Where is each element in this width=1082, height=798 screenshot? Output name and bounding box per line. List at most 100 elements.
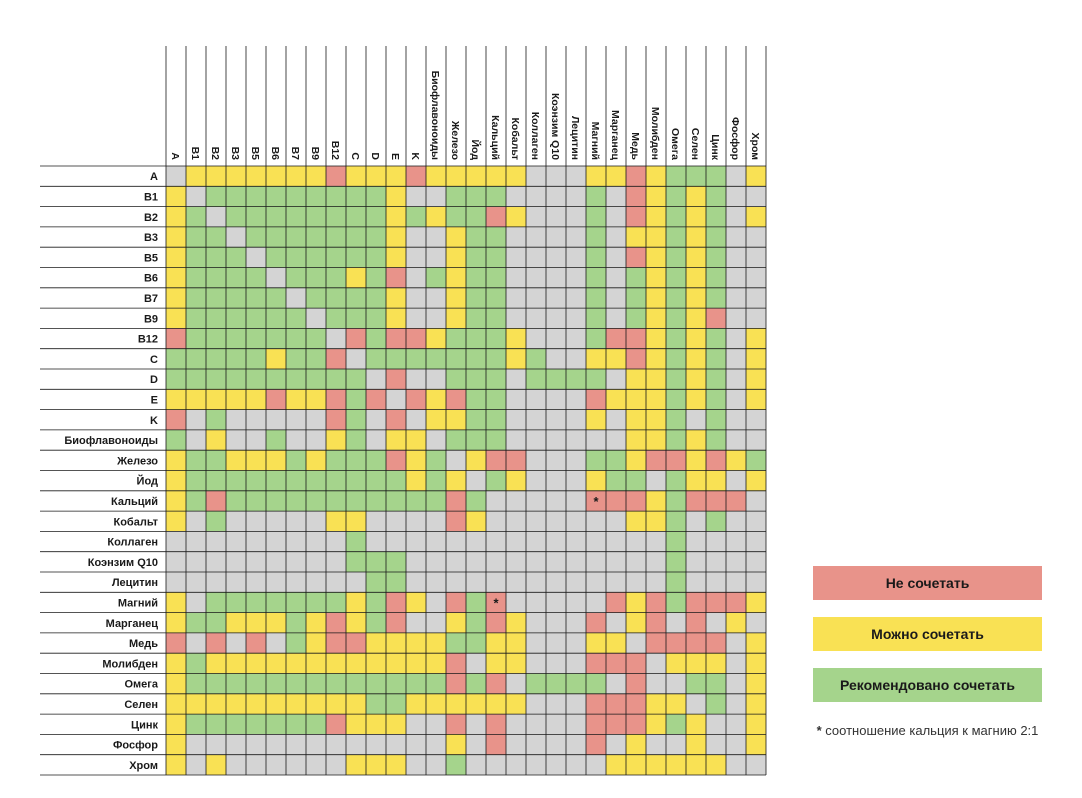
cell-6-28	[726, 287, 746, 309]
cell-10-12	[406, 369, 426, 390]
cell-22-26	[686, 612, 706, 633]
cell-10-3	[226, 369, 246, 390]
cell-3-15	[466, 226, 486, 248]
cell-10-4	[246, 369, 266, 390]
cell-26-7	[306, 693, 326, 715]
cell-21-8	[326, 592, 346, 613]
cell-5-11	[386, 267, 406, 288]
cell-22-10	[366, 612, 386, 633]
cell-3-12	[406, 226, 426, 248]
cell-9-27	[706, 348, 726, 369]
cell-7-6	[286, 308, 306, 329]
cell-16-16	[486, 490, 506, 512]
cell-10-24	[646, 369, 666, 390]
cell-22-24	[646, 612, 666, 633]
cell-18-7	[306, 531, 326, 552]
cell-13-17	[506, 429, 526, 451]
cell-29-15	[466, 754, 486, 775]
cell-11-27	[706, 389, 726, 410]
cell-27-8	[326, 714, 346, 735]
cell-8-28	[726, 328, 746, 349]
cell-8-8	[326, 328, 346, 349]
cell-13-22	[606, 429, 626, 451]
cell-15-5	[266, 470, 286, 491]
cell-7-0	[166, 308, 186, 329]
cell-13-26	[686, 429, 706, 451]
cell-2-0	[166, 206, 186, 227]
cell-20-13	[426, 572, 446, 593]
cell-4-0	[166, 247, 186, 268]
footnote-star: *	[816, 723, 822, 738]
cell-27-16	[486, 714, 506, 735]
cell-23-24	[646, 632, 666, 654]
cell-0-12	[406, 166, 426, 187]
cell-17-23	[626, 511, 646, 532]
cell-19-28	[726, 551, 746, 572]
cell-12-1	[186, 409, 206, 430]
cell-6-12	[406, 287, 426, 309]
cell-18-18	[526, 531, 546, 552]
cell-5-18	[526, 267, 546, 288]
cell-17-17	[506, 511, 526, 532]
cell-13-27	[706, 429, 726, 451]
cell-23-17	[506, 632, 526, 654]
cell-28-18	[526, 734, 546, 755]
cell-20-15	[466, 572, 486, 593]
cell-14-25	[666, 450, 686, 471]
cell-5-28	[726, 267, 746, 288]
cell-1-10	[366, 186, 386, 207]
cell-8-19	[546, 328, 566, 349]
column-label: Кальций	[489, 115, 501, 160]
cell-19-23	[626, 551, 646, 572]
cell-17-20	[566, 511, 586, 532]
cell-15-11	[386, 470, 406, 491]
cell-20-26	[686, 572, 706, 593]
cell-20-25	[666, 572, 686, 593]
cell-1-25	[666, 186, 686, 207]
column-label: B12	[329, 141, 341, 160]
cell-25-7	[306, 673, 326, 694]
cell-20-0	[166, 572, 186, 593]
cell-16-13	[426, 490, 446, 512]
cell-5-17	[506, 267, 526, 288]
cell-23-11	[386, 632, 406, 654]
cell-4-18	[526, 247, 546, 268]
cell-24-17	[506, 653, 526, 674]
cell-13-19	[546, 429, 566, 451]
cell-19-22	[606, 551, 626, 572]
cell-12-7	[306, 409, 326, 430]
cell-5-3	[226, 267, 246, 288]
cell-2-10	[366, 206, 386, 227]
cell-22-17	[506, 612, 526, 633]
cell-12-27	[706, 409, 726, 430]
cell-20-10	[366, 572, 386, 593]
cell-24-10	[366, 653, 386, 674]
cell-1-26	[686, 186, 706, 207]
cell-11-12	[406, 389, 426, 410]
cell-19-7	[306, 551, 326, 572]
cell-0-1	[186, 166, 206, 187]
cell-7-15	[466, 308, 486, 329]
cell-15-8	[326, 470, 346, 491]
cell-15-0	[166, 470, 186, 491]
cell-20-11	[386, 572, 406, 593]
cell-15-16	[486, 470, 506, 491]
row-label: Кальций	[111, 496, 158, 508]
cell-0-26	[686, 166, 706, 187]
cell-29-10	[366, 754, 386, 775]
column-label: Цинк	[709, 134, 721, 160]
column-label: Железо	[449, 120, 461, 160]
cell-17-8	[326, 511, 346, 532]
cell-22-5	[266, 612, 286, 633]
cell-24-16	[486, 653, 506, 674]
cell-28-10	[366, 734, 386, 755]
cell-17-1	[186, 511, 206, 532]
cell-17-22	[606, 511, 626, 532]
cell-5-4	[246, 267, 266, 288]
cell-17-14	[446, 511, 466, 532]
cell-8-24	[646, 328, 666, 349]
cell-3-20	[566, 226, 586, 248]
cell-13-6	[286, 429, 306, 451]
cell-14-2	[206, 450, 226, 471]
cell-11-21	[586, 389, 606, 410]
